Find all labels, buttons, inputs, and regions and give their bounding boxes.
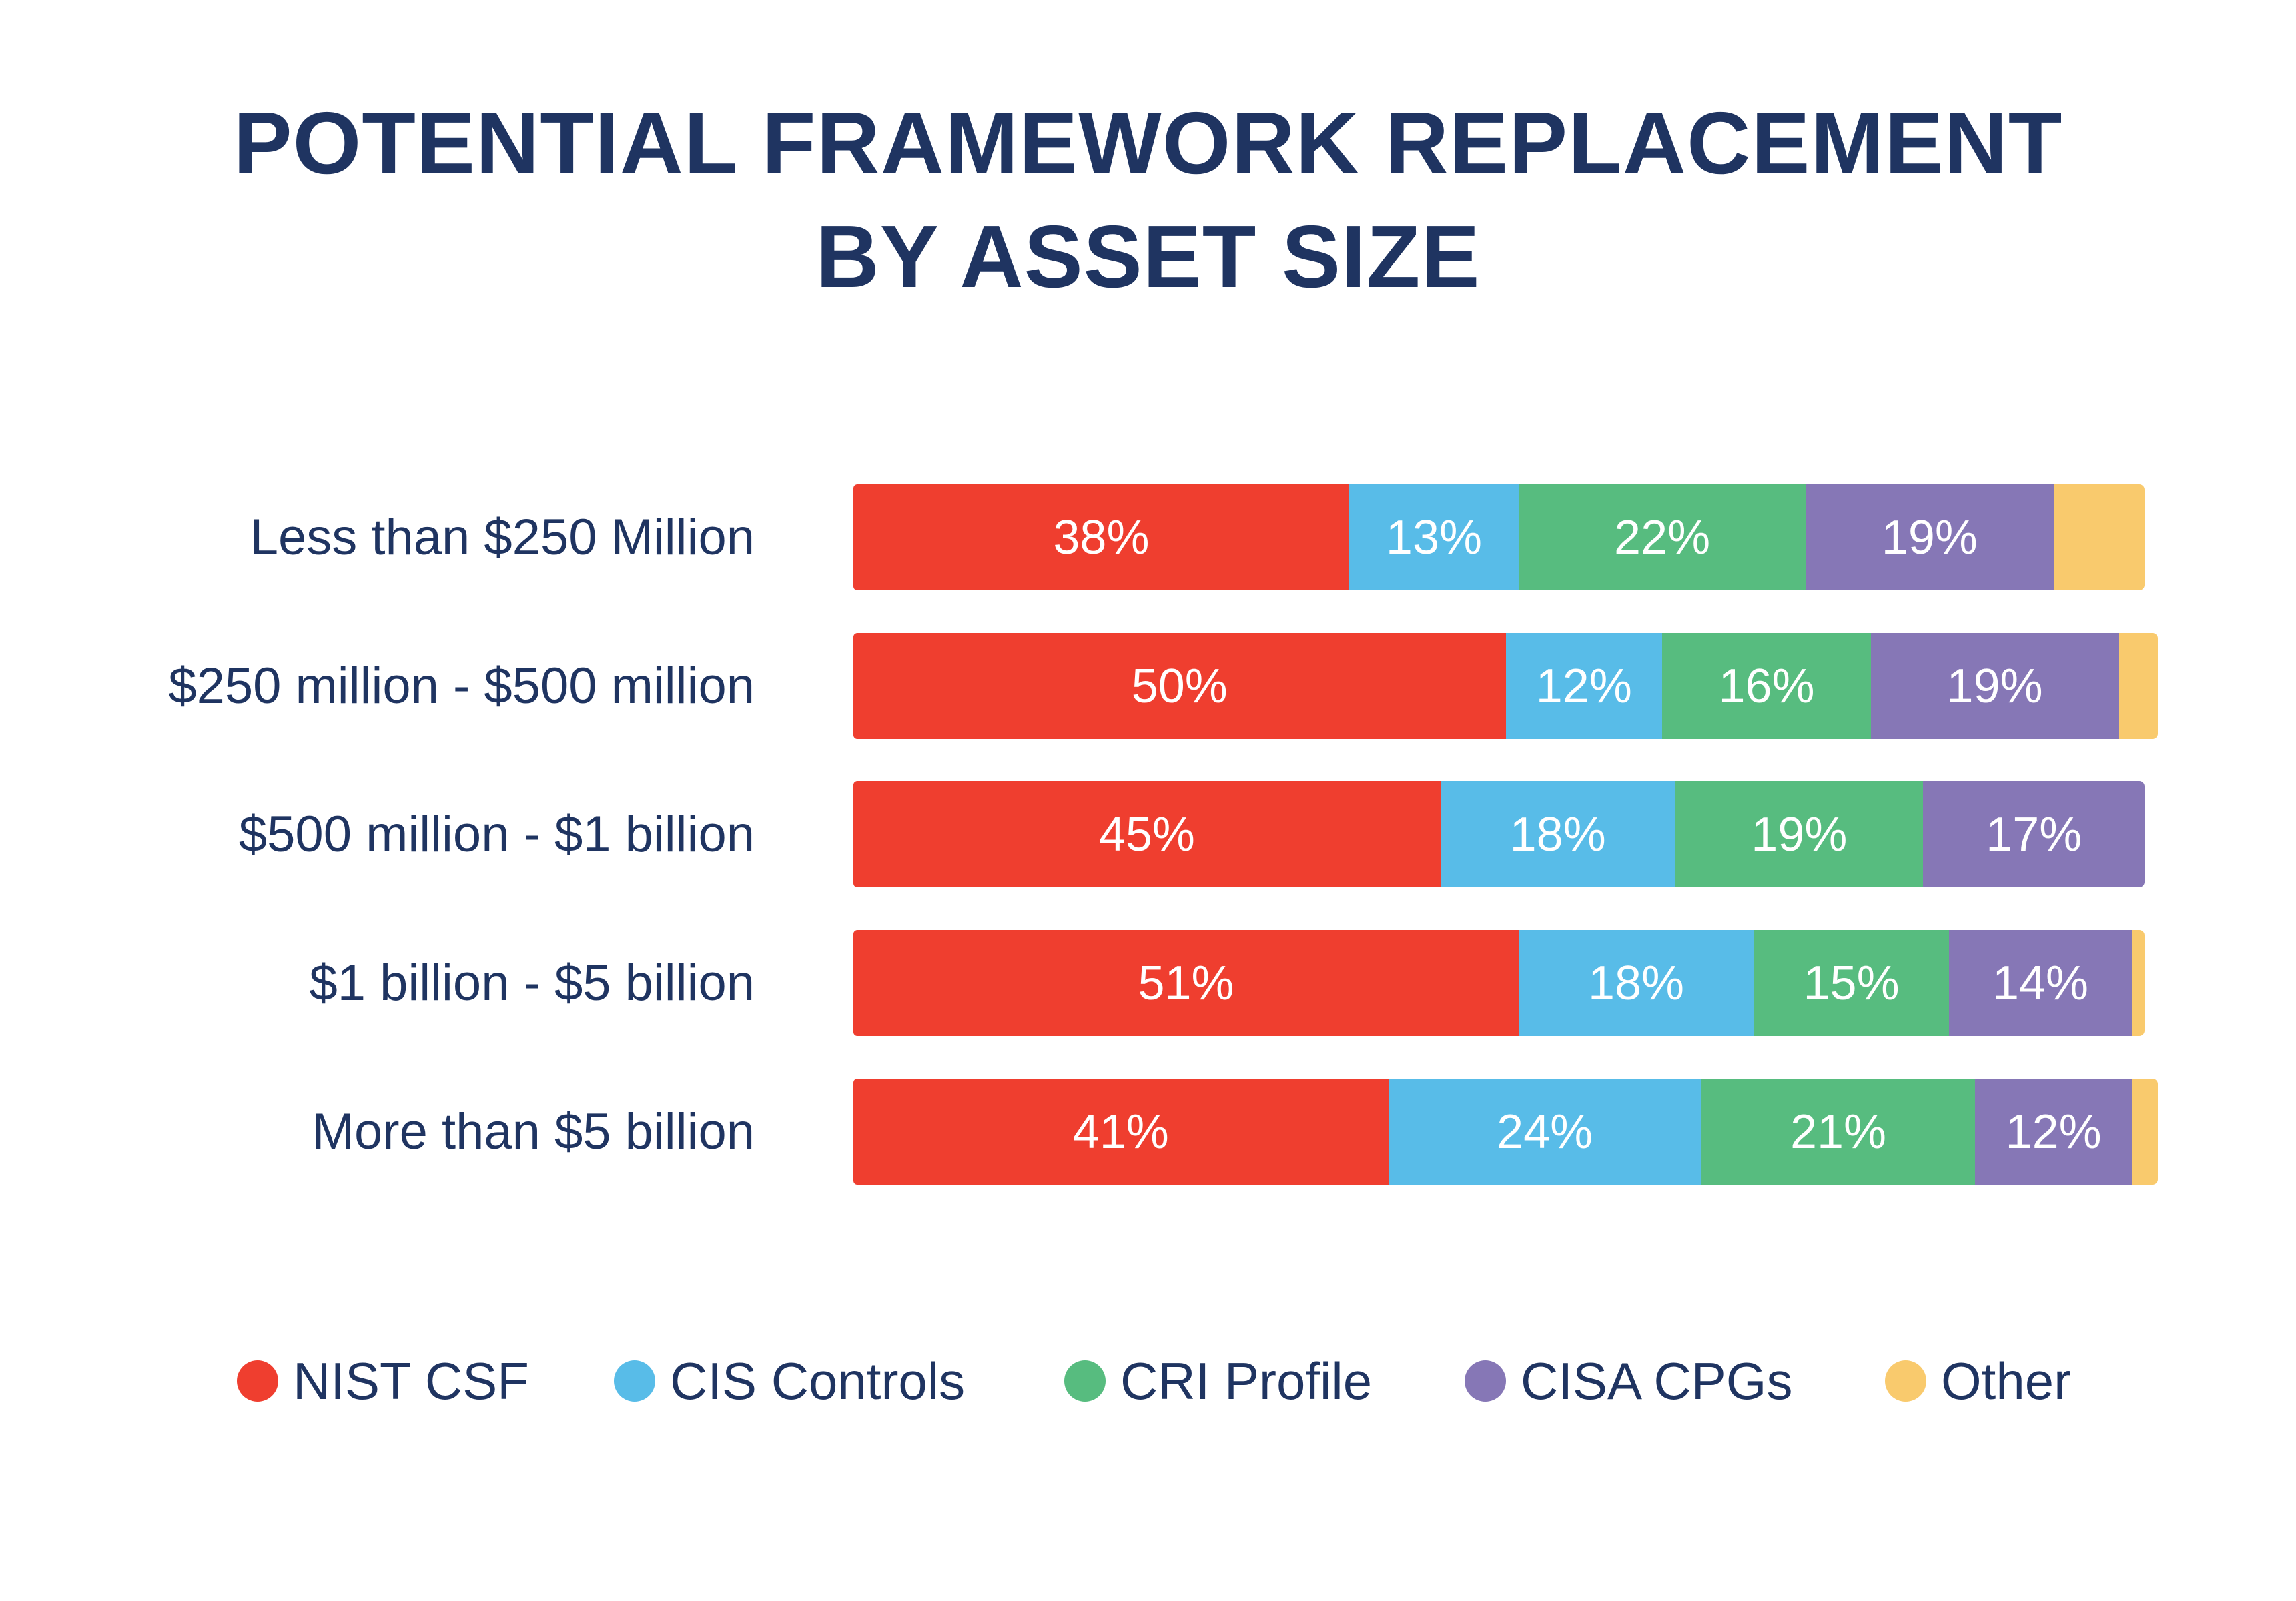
bar-segment-cisa-cpgs: 19% xyxy=(1870,633,2119,739)
bar-segment-nist-csf: 45% xyxy=(853,781,1441,887)
data-label: 19% xyxy=(1751,807,1848,861)
legend-swatch-icon xyxy=(1064,1360,1106,1402)
bar-segment-cisa-cpgs: 12% xyxy=(1975,1079,2132,1185)
chart-title: POTENTIAL FRAMEWORK REPLACEMENT BY ASSET… xyxy=(0,87,2296,314)
data-label: 24% xyxy=(1497,1105,1593,1159)
category-label: Less than $250 Million xyxy=(250,509,755,566)
bar-segment-cisa-cpgs: 17% xyxy=(1923,781,2145,887)
data-label: 18% xyxy=(1509,807,1606,861)
bar-segment-nist-csf: 51% xyxy=(853,930,1519,1036)
data-label: 18% xyxy=(1587,956,1685,1010)
legend-swatch-icon xyxy=(614,1360,655,1402)
data-label: 17% xyxy=(1986,807,2082,861)
data-label: 14% xyxy=(1992,956,2089,1010)
legend-item-nist-csf: NIST CSF xyxy=(237,1348,529,1414)
data-label: 38% xyxy=(1053,510,1150,564)
bar-segment-cri-profile: 21% xyxy=(1701,1079,1976,1185)
category-label: $500 million - $1 billion xyxy=(238,806,755,863)
legend-label: CISA CPGs xyxy=(1521,1351,1793,1410)
legend-label: Other xyxy=(1941,1351,2072,1410)
data-label: 50% xyxy=(1131,659,1228,713)
data-label: 13% xyxy=(1385,510,1483,564)
data-label: 19% xyxy=(1881,510,1978,564)
legend-item-cis-controls: CIS Controls xyxy=(614,1348,965,1414)
data-label: 51% xyxy=(1138,956,1234,1010)
bar-segment-cis-controls: 24% xyxy=(1388,1079,1701,1185)
data-label: 12% xyxy=(2005,1105,2102,1159)
bar-segment-nist-csf: 41% xyxy=(853,1079,1389,1185)
category-label: More than $5 billion xyxy=(312,1103,755,1160)
data-label: 19% xyxy=(1946,659,2043,713)
bar-segment-cri-profile: 19% xyxy=(1675,781,1924,887)
category-label: $250 million - $500 million xyxy=(168,658,755,714)
data-label: 45% xyxy=(1098,807,1195,861)
legend-item-cisa-cpgs: CISA CPGs xyxy=(1465,1348,1792,1414)
data-label: 21% xyxy=(1790,1105,1887,1159)
chart-title-line-1: POTENTIAL FRAMEWORK REPLACEMENT xyxy=(233,94,2063,192)
chart-title-line-2: BY ASSET SIZE xyxy=(815,207,1481,306)
legend-swatch-icon xyxy=(1465,1360,1506,1402)
legend-swatch-icon xyxy=(1885,1360,1926,1402)
bar-segment-cis-controls: 12% xyxy=(1505,633,1663,739)
legend-item-cri-profile: CRI Profile xyxy=(1064,1348,1372,1414)
bar-segment-cisa-cpgs: 19% xyxy=(1806,484,2054,590)
bar-segment-cisa-cpgs: 14% xyxy=(1949,930,2132,1036)
bar-segment-nist-csf: 38% xyxy=(853,484,1349,590)
data-label: 16% xyxy=(1718,659,1815,713)
data-label: 12% xyxy=(1535,659,1632,713)
legend-swatch-icon xyxy=(237,1360,278,1402)
data-label: 22% xyxy=(1614,510,1711,564)
bar-segment-other xyxy=(2119,633,2158,739)
bar-segment-cri-profile: 22% xyxy=(1519,484,1806,590)
bar-segment-cis-controls: 18% xyxy=(1440,781,1675,887)
data-label: 15% xyxy=(1803,956,1900,1010)
bar-segment-cis-controls: 18% xyxy=(1519,930,1754,1036)
legend-label: CRI Profile xyxy=(1120,1351,1373,1410)
legend-item-other: Other xyxy=(1885,1348,2071,1414)
bar-segment-cri-profile: 15% xyxy=(1753,930,1950,1036)
data-label: 41% xyxy=(1072,1105,1169,1159)
bar-segment-nist-csf: 50% xyxy=(853,633,1506,739)
category-label: $1 billion - $5 billion xyxy=(309,955,755,1011)
bar-segment-cri-profile: 16% xyxy=(1662,633,1871,739)
bar-segment-cis-controls: 13% xyxy=(1349,484,1519,590)
legend-label: CIS Controls xyxy=(670,1351,966,1410)
bar-segment-other xyxy=(2053,484,2145,590)
bar-segment-other xyxy=(2131,930,2145,1036)
bar-segment-other xyxy=(2131,1079,2158,1185)
legend-label: NIST CSF xyxy=(293,1351,529,1410)
legend: NIST CSF CIS Controls CRI Profile CISA CPGs… xyxy=(0,1348,2296,1414)
